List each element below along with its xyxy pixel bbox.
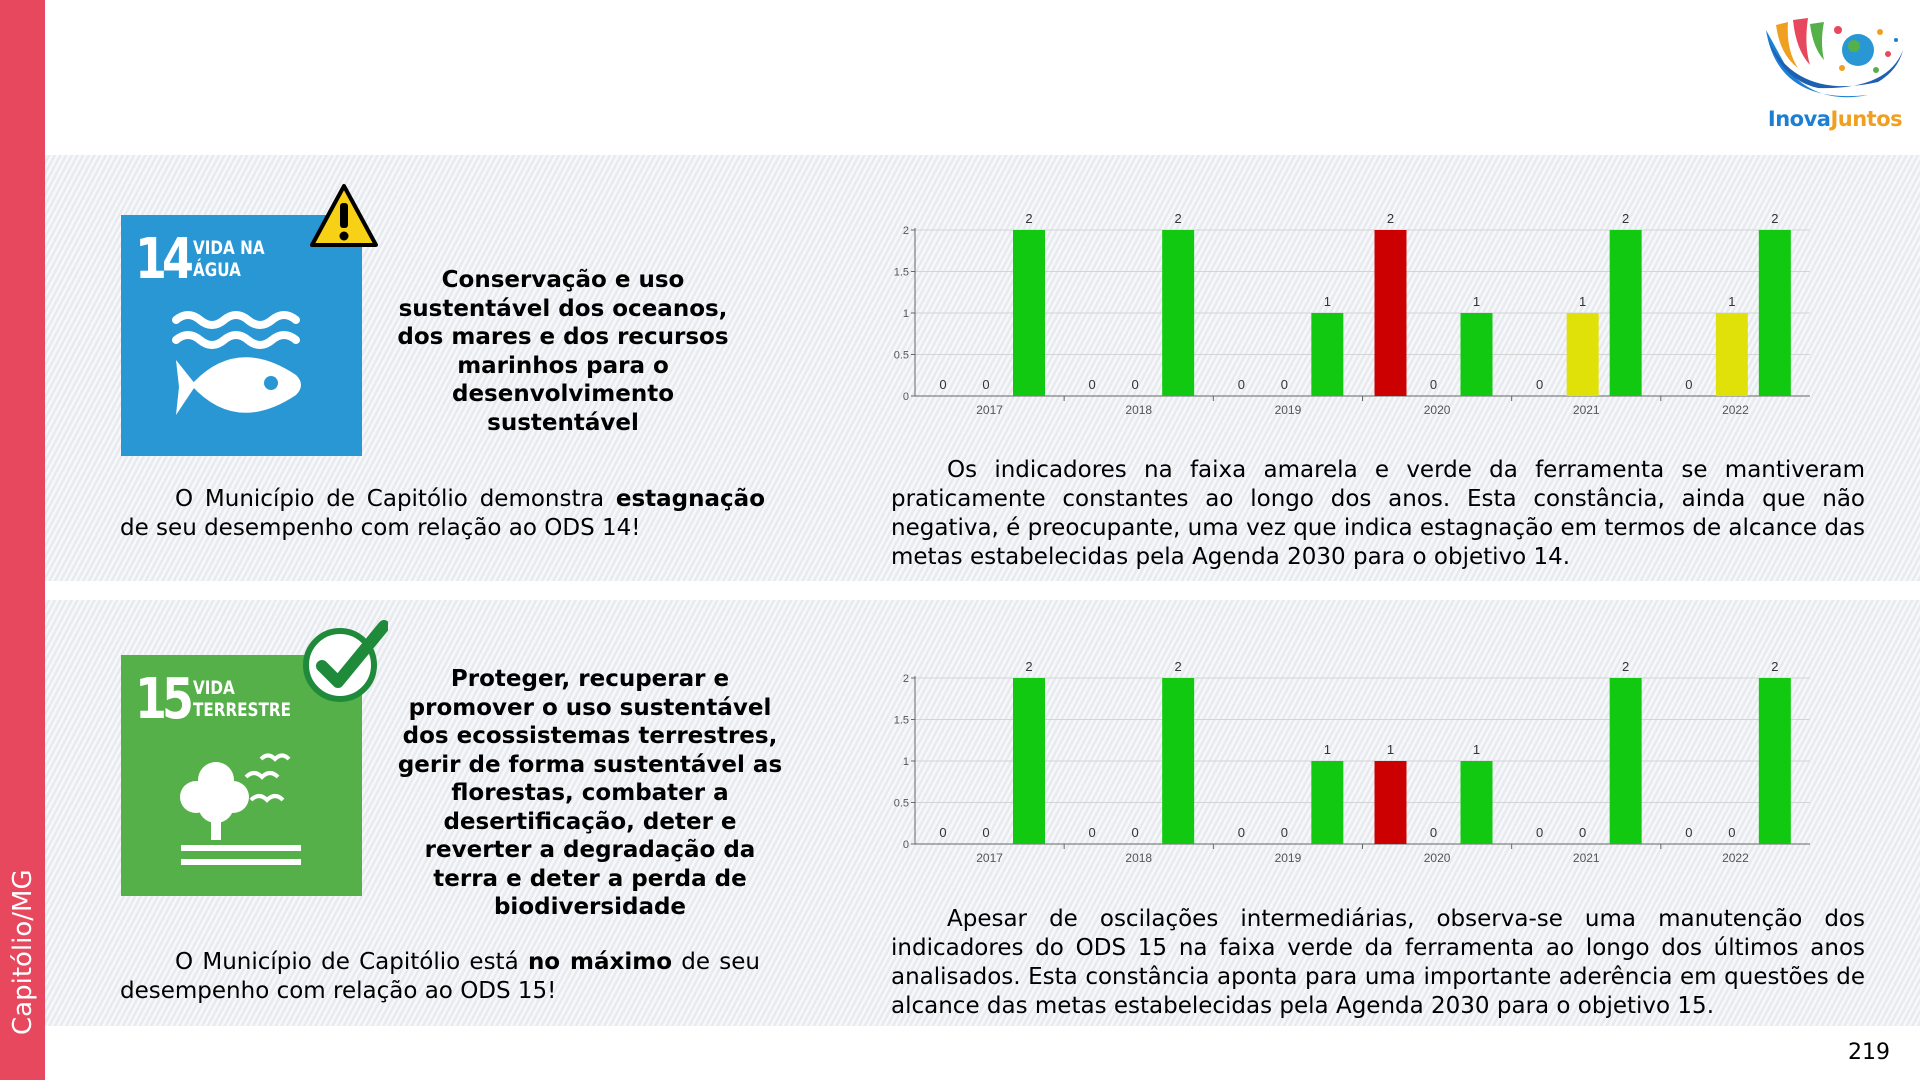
data-label: 1 bbox=[1387, 742, 1394, 757]
sidebar-label: Capitólio/MG bbox=[8, 869, 38, 1035]
data-label: 2 bbox=[1622, 659, 1629, 674]
x-tick-label: 2021 bbox=[1573, 851, 1600, 863]
x-tick-label: 2020 bbox=[1424, 851, 1451, 863]
x-tick-label: 2018 bbox=[1125, 403, 1152, 415]
y-tick-label: 0.5 bbox=[894, 798, 909, 810]
data-label: 0 bbox=[1238, 825, 1245, 840]
data-label: 0 bbox=[1132, 825, 1139, 840]
data-label: 0 bbox=[1132, 377, 1139, 392]
data-label: 0 bbox=[1430, 825, 1437, 840]
y-tick-label: 0.5 bbox=[894, 350, 909, 362]
bar-yellow bbox=[1715, 313, 1748, 396]
inovajuntos-logo bbox=[1766, 18, 1903, 98]
ods14-status: O Município de Capitólio demonstra estag… bbox=[120, 486, 765, 541]
y-tick-label: 1 bbox=[903, 756, 909, 768]
x-tick-label: 2021 bbox=[1573, 403, 1600, 415]
fish-icon bbox=[172, 311, 301, 415]
data-label: 0 bbox=[1579, 825, 1586, 840]
x-tick-label: 2019 bbox=[1275, 403, 1302, 415]
data-label: 2 bbox=[1025, 211, 1032, 226]
data-label: 0 bbox=[982, 825, 989, 840]
x-tick-label: 2017 bbox=[976, 403, 1003, 415]
ods15-analysis: Apesar de oscilações intermediárias, obs… bbox=[891, 906, 1865, 1019]
tree-icon bbox=[180, 753, 301, 865]
ods14-bar-chart: 0 0.5 1 1.5 2 0 0 2 2017 0 0 2 2018 0 0 1 2019 2 0 1 2020 0 1 2… bbox=[894, 211, 1810, 415]
data-label: 1 bbox=[1473, 742, 1480, 757]
data-label: 0 bbox=[939, 377, 946, 392]
bar-green bbox=[1311, 313, 1344, 396]
data-label: 1 bbox=[1728, 294, 1735, 309]
bar-green bbox=[1013, 230, 1045, 396]
x-tick-label: 2022 bbox=[1722, 851, 1749, 863]
data-label: 0 bbox=[1238, 377, 1245, 392]
bar-red bbox=[1374, 761, 1407, 844]
bar-green bbox=[1460, 761, 1493, 844]
ods14-analysis: Os indicadores na faixa amarela e verde … bbox=[891, 457, 1865, 570]
data-label: 0 bbox=[1430, 377, 1437, 392]
warning-icon bbox=[310, 184, 378, 247]
sdg14-name: VIDA NA ÁGUA bbox=[193, 237, 265, 281]
y-tick-label: 0 bbox=[903, 391, 909, 403]
bar-green bbox=[1758, 230, 1791, 396]
x-tick-label: 2017 bbox=[976, 851, 1003, 863]
data-label: 0 bbox=[1281, 825, 1288, 840]
data-label: 1 bbox=[1324, 742, 1331, 757]
ods15-status: O Município de Capitólio está no máximo … bbox=[120, 949, 761, 1004]
logo-text: InovaJuntos bbox=[1767, 107, 1903, 131]
data-label: 0 bbox=[1536, 825, 1543, 840]
data-label: 1 bbox=[1473, 294, 1480, 309]
data-label: 1 bbox=[1324, 294, 1331, 309]
y-tick-label: 2 bbox=[903, 673, 909, 685]
x-tick-label: 2019 bbox=[1275, 851, 1302, 863]
data-label: 0 bbox=[1089, 825, 1096, 840]
x-tick-label: 2018 bbox=[1125, 851, 1152, 863]
y-tick-label: 1.5 bbox=[894, 267, 909, 279]
data-label: 2 bbox=[1771, 659, 1778, 674]
ods14-goal-title: Conservação e uso sustentável dos oceano… bbox=[397, 267, 729, 436]
data-label: 0 bbox=[1685, 377, 1692, 392]
y-tick-label: 0 bbox=[903, 839, 909, 851]
y-tick-label: 1.5 bbox=[894, 715, 909, 727]
bar-green bbox=[1311, 761, 1344, 844]
data-label: 0 bbox=[1728, 825, 1735, 840]
data-label: 2 bbox=[1025, 659, 1032, 674]
page-number: 219 bbox=[1848, 1040, 1890, 1065]
bar-green bbox=[1609, 230, 1642, 396]
sdg15-name: VIDA TERRESTRE bbox=[193, 677, 291, 721]
sdg14-number: 14 bbox=[135, 227, 194, 292]
data-label: 2 bbox=[1771, 211, 1778, 226]
data-label: 0 bbox=[1281, 377, 1288, 392]
data-label: 0 bbox=[982, 377, 989, 392]
data-label: 2 bbox=[1175, 659, 1182, 674]
data-label: 2 bbox=[1622, 211, 1629, 226]
sidebar: Capitólio/MG bbox=[0, 0, 45, 1080]
data-label: 0 bbox=[1536, 377, 1543, 392]
data-label: 2 bbox=[1387, 211, 1394, 226]
sdg15-number: 15 bbox=[135, 667, 194, 732]
y-tick-label: 2 bbox=[903, 225, 909, 237]
data-label: 2 bbox=[1175, 211, 1182, 226]
bar-green bbox=[1609, 678, 1642, 844]
data-label: 0 bbox=[1089, 377, 1096, 392]
bar-green bbox=[1013, 678, 1045, 844]
ods15-goal-title: Proteger, recuperar e promover o uso sus… bbox=[397, 666, 783, 920]
sdg14-tile: 14 VIDA NA ÁGUA bbox=[121, 215, 362, 456]
checkmark-icon bbox=[303, 620, 388, 702]
y-tick-label: 1 bbox=[903, 308, 909, 320]
x-tick-label: 2022 bbox=[1722, 403, 1749, 415]
bar-red bbox=[1374, 230, 1407, 396]
data-label: 0 bbox=[939, 825, 946, 840]
x-tick-label: 2020 bbox=[1424, 403, 1451, 415]
bar-green bbox=[1162, 230, 1195, 396]
bar-yellow bbox=[1566, 313, 1599, 396]
bar-green bbox=[1758, 678, 1791, 844]
data-label: 0 bbox=[1685, 825, 1692, 840]
bar-green bbox=[1162, 678, 1195, 844]
bar-green bbox=[1460, 313, 1493, 396]
data-label: 1 bbox=[1579, 294, 1586, 309]
